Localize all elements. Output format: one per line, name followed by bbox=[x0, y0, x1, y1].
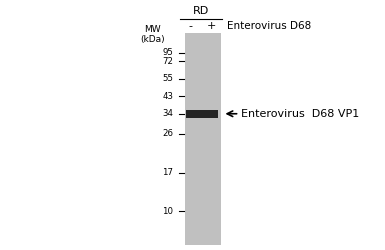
Text: MW: MW bbox=[144, 25, 161, 34]
Text: 43: 43 bbox=[162, 92, 173, 101]
Text: -: - bbox=[189, 21, 192, 31]
Text: Enterovirus D68: Enterovirus D68 bbox=[227, 21, 311, 31]
Text: 17: 17 bbox=[162, 168, 173, 177]
Text: 55: 55 bbox=[162, 74, 173, 83]
Text: 34: 34 bbox=[162, 109, 173, 118]
Text: 10: 10 bbox=[162, 207, 173, 216]
Text: 26: 26 bbox=[162, 129, 173, 138]
Bar bbox=[185, 32, 221, 245]
Text: (kDa): (kDa) bbox=[140, 35, 164, 44]
Text: +: + bbox=[206, 21, 216, 31]
Text: Enterovirus  D68 VP1: Enterovirus D68 VP1 bbox=[241, 109, 359, 119]
Text: 72: 72 bbox=[162, 57, 173, 66]
Text: 95: 95 bbox=[162, 48, 173, 57]
Bar bbox=[186, 110, 218, 118]
Text: RD: RD bbox=[193, 6, 209, 16]
